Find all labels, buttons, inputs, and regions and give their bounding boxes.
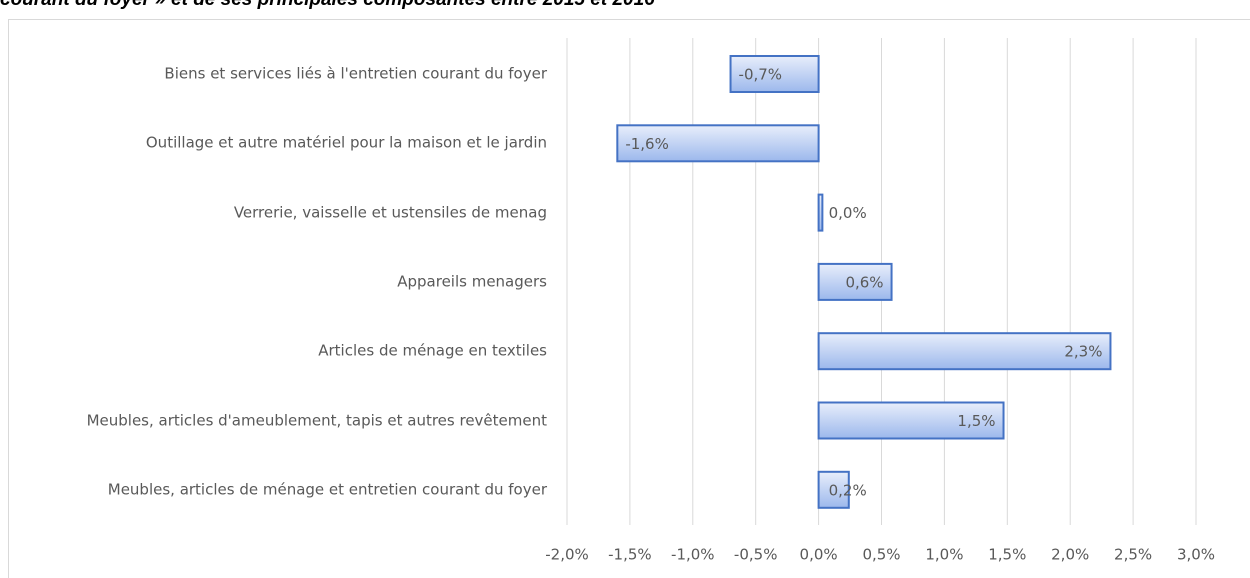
data-label: 0,0% bbox=[829, 204, 867, 222]
bar bbox=[729, 55, 820, 93]
data-label: -1,6% bbox=[625, 135, 669, 153]
x-tick-label: 3,0% bbox=[1177, 546, 1215, 564]
data-label: 2,3% bbox=[1064, 343, 1102, 361]
y-tick-label: Biens et services liés à l'entretien cou… bbox=[164, 64, 547, 83]
chart-border bbox=[8, 19, 1250, 578]
bar bbox=[817, 470, 850, 509]
x-tick-label: 1,5% bbox=[988, 546, 1026, 564]
x-tick-label: 2,0% bbox=[1051, 546, 1089, 564]
y-tick-label: Appareils menagers bbox=[397, 272, 547, 291]
bar bbox=[817, 401, 1005, 440]
y-tick-label: Articles de ménage en textiles bbox=[318, 341, 547, 360]
x-tick-label: -0,5% bbox=[734, 546, 778, 564]
x-tick-label: 0,5% bbox=[862, 546, 900, 564]
data-label: 1,5% bbox=[957, 412, 995, 430]
chart-title: courant du foyer » et de ses principales… bbox=[0, 0, 655, 11]
x-tick-label: 0,0% bbox=[800, 546, 838, 564]
data-label: 0,6% bbox=[845, 273, 883, 291]
bar bbox=[817, 332, 1112, 371]
y-tick-label: Verrerie, vaisselle et ustensiles de men… bbox=[233, 203, 547, 222]
x-tick-label: 2,5% bbox=[1114, 546, 1152, 564]
data-label: 0,2% bbox=[829, 481, 867, 499]
y-tick-label: Outillage et autre matériel pour la mais… bbox=[145, 133, 547, 152]
x-tick-label: -1,5% bbox=[608, 546, 652, 564]
data-label: -0,7% bbox=[739, 66, 783, 84]
bar bbox=[817, 262, 893, 301]
bar bbox=[616, 124, 820, 163]
x-tick-label: -1,0% bbox=[671, 546, 715, 564]
y-tick-label: Meubles, articles de ménage et entretien… bbox=[107, 480, 547, 499]
y-tick-label: Meubles, articles d'ameublement, tapis e… bbox=[86, 411, 547, 429]
bar bbox=[817, 193, 824, 232]
x-tick-label: -2,0% bbox=[545, 546, 589, 564]
x-tick-label: 1,0% bbox=[925, 546, 963, 564]
